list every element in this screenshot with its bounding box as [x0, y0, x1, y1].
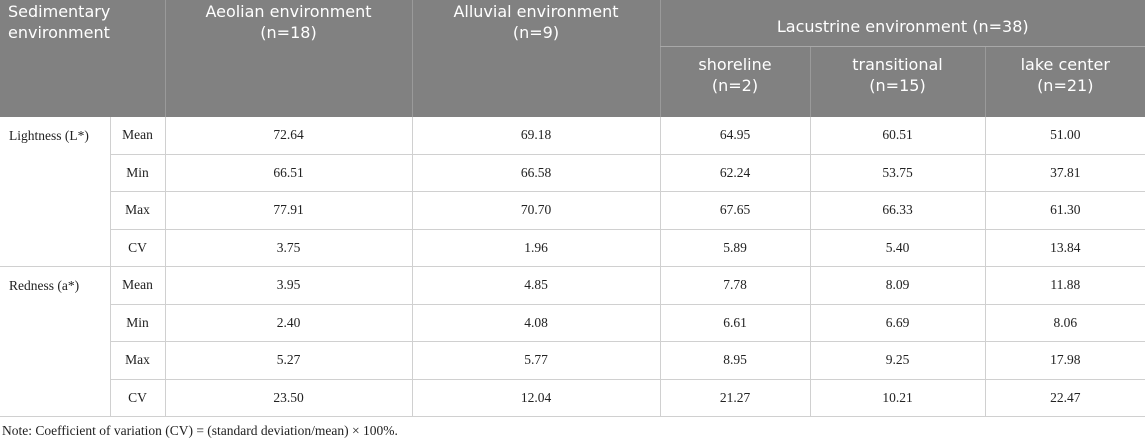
- stub-header: Sedimentary environment: [0, 0, 165, 117]
- value-cell: 72.64: [164, 117, 412, 155]
- table-row: CV 23.50 12.04 21.27 10.21 22.47: [0, 379, 1145, 417]
- value-cell: 7.78: [659, 266, 810, 305]
- header-text: lake center (n=21): [1020, 55, 1110, 95]
- header-row: Sedimentary environment Aeolian environm…: [0, 0, 1145, 117]
- value-cell: 3.95: [164, 266, 412, 305]
- value-cell: 12.04: [411, 379, 660, 417]
- group-header: Lacustrine environment (n=38): [659, 0, 1145, 47]
- value-cell: 5.77: [411, 341, 660, 380]
- value-cell: 61.30: [984, 191, 1145, 230]
- value-cell: 2.40: [164, 304, 412, 342]
- value-cell: 70.70: [411, 191, 660, 230]
- value-cell: 1.96: [411, 229, 660, 267]
- data-table: Sedimentary environment Aeolian environm…: [0, 0, 1145, 417]
- table-header: Sedimentary environment Aeolian environm…: [0, 0, 1145, 117]
- value-cell: 22.47: [984, 379, 1145, 417]
- value-cell: 4.08: [411, 304, 660, 342]
- table-body: Lightness (L*) Mean 72.64 69.18 64.95 60.51 51…: [0, 117, 1145, 417]
- value-cell: 69.18: [411, 117, 660, 155]
- value-cell: 77.91: [164, 191, 412, 230]
- value-cell: 8.95: [659, 341, 810, 380]
- value-cell: 51.00: [984, 117, 1145, 155]
- subcolumn-header: shoreline (n=2): [659, 46, 810, 117]
- header-text: Aeolian environment (n=18): [205, 2, 372, 42]
- stat-label: Min: [109, 154, 165, 192]
- subcolumn-header: lake center (n=21): [984, 46, 1145, 117]
- table-note: Note: Coefficient of variation (CV) = (s…: [2, 423, 398, 438]
- column-header: Alluvial environment (n=9): [411, 0, 660, 117]
- stat-label: CV: [109, 229, 165, 267]
- header-text: shoreline (n=2): [698, 55, 772, 95]
- value-cell: 66.51: [164, 154, 412, 192]
- value-cell: 66.58: [411, 154, 660, 192]
- value-cell: 4.85: [411, 266, 660, 305]
- value-cell: 8.09: [809, 266, 985, 305]
- value-cell: 8.06: [984, 304, 1145, 342]
- stat-label: CV: [109, 379, 165, 417]
- value-cell: 13.84: [984, 229, 1145, 267]
- value-cell: 62.24: [659, 154, 810, 192]
- table-row: Lightness (L*) Mean 72.64 69.18 64.95 60.51 51…: [0, 117, 1145, 267]
- value-cell: 5.89: [659, 229, 810, 267]
- value-cell: 37.81: [984, 154, 1145, 192]
- value-cell: 53.75: [809, 154, 985, 192]
- subcolumn-header: transitional (n=15): [809, 46, 985, 117]
- table-row: CV 3.75 1.96 5.89 5.40 13.84: [0, 229, 1145, 267]
- table-row: Min 2.40 4.08 6.61 6.69 8.06: [0, 304, 1145, 342]
- header-text: Sedimentary environment: [8, 2, 111, 42]
- value-cell: 23.50: [164, 379, 412, 417]
- value-cell: 21.27: [659, 379, 810, 417]
- value-cell: 5.27: [164, 341, 412, 380]
- value-cell: 6.61: [659, 304, 810, 342]
- table-row: Max 77.91 70.70 67.65 66.33 61.30: [0, 191, 1145, 230]
- table-row: Max 5.27 5.77 8.95 9.25 17.98: [0, 341, 1145, 380]
- stat-label: Max: [109, 191, 165, 230]
- header-row: shoreline (n=2) transitional (n=15) lake…: [0, 46, 1145, 117]
- stat-label: Mean: [109, 117, 165, 155]
- stat-label: Mean: [109, 266, 165, 305]
- value-cell: 6.69: [809, 304, 985, 342]
- value-cell: 67.65: [659, 191, 810, 230]
- table-row: Min 66.51 66.58 62.24 53.75 37.81: [0, 154, 1145, 192]
- value-cell: 66.33: [809, 191, 985, 230]
- header-text: Alluvial environment (n=9): [453, 2, 619, 42]
- value-cell: 17.98: [984, 341, 1145, 380]
- group-label: Redness (a*): [0, 266, 110, 417]
- value-cell: 3.75: [164, 229, 412, 267]
- value-cell: 60.51: [809, 117, 985, 155]
- value-cell: 64.95: [659, 117, 810, 155]
- header-text: transitional (n=15): [852, 55, 943, 95]
- value-cell: 10.21: [809, 379, 985, 417]
- value-cell: 9.25: [809, 341, 985, 380]
- column-header: Aeolian environment (n=18): [164, 0, 412, 117]
- value-cell: 5.40: [809, 229, 985, 267]
- table-row: Redness (a*) Mean 3.95 4.85 7.78 8.09 11.88: [0, 266, 1145, 417]
- group-label: Lightness (L*): [0, 117, 110, 267]
- stat-label: Max: [109, 341, 165, 380]
- value-cell: 11.88: [984, 266, 1145, 305]
- stat-label: Min: [109, 304, 165, 342]
